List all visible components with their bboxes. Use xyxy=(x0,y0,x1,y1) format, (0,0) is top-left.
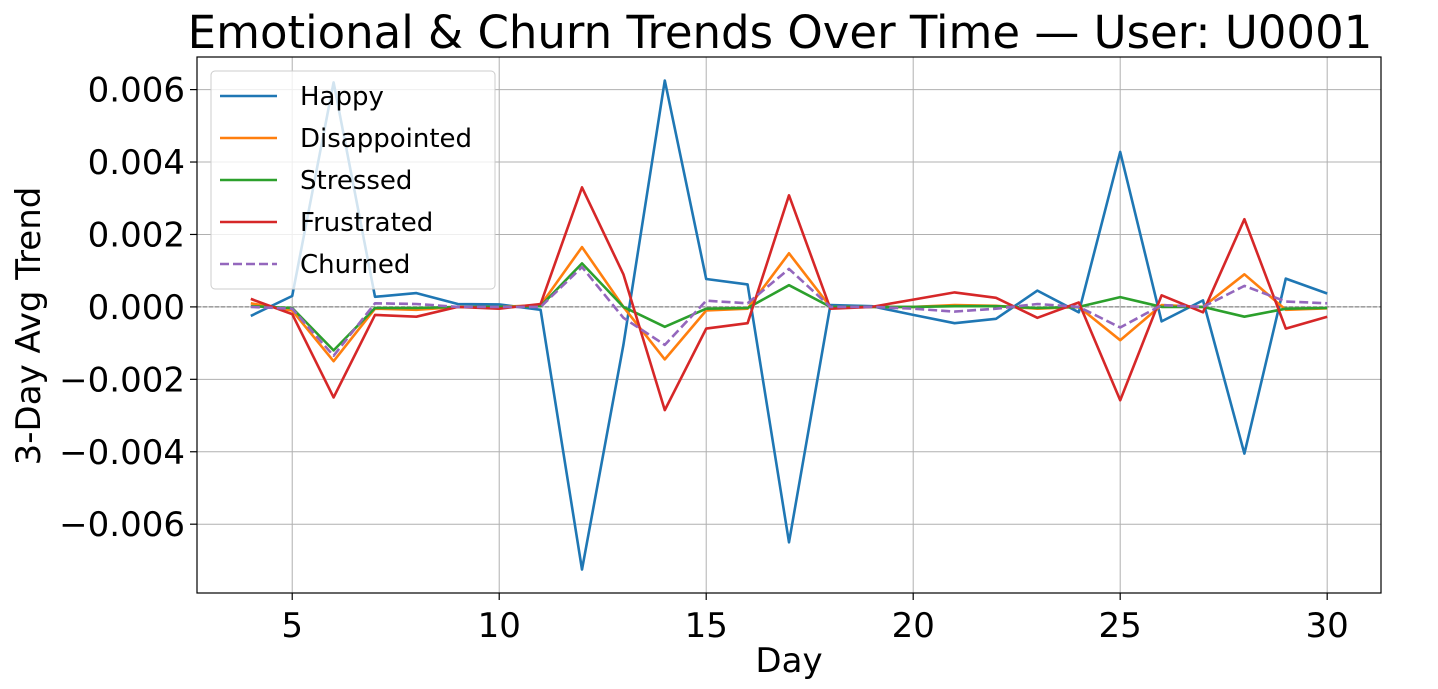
x-tick-label: 25 xyxy=(1099,606,1142,646)
chart-title: Emotional & Churn Trends Over Time — Use… xyxy=(188,6,1373,59)
y-tick-label: 0.000 xyxy=(88,288,185,328)
y-tick-label: 0.006 xyxy=(88,71,185,111)
x-axis-label: Day xyxy=(755,641,822,681)
x-tick-label: 15 xyxy=(685,606,728,646)
y-tick-label: −0.006 xyxy=(59,505,185,545)
legend-label-churned: Churned xyxy=(300,250,410,280)
x-tick-label: 30 xyxy=(1306,606,1349,646)
y-axis-label: 3-Day Avg Trend xyxy=(9,187,49,466)
series-line-happy xyxy=(250,79,1328,571)
series-lines xyxy=(250,79,1328,571)
y-axis-ticks: −0.006 −0.004 −0.002 0.000 0.002 0.004 0.006 xyxy=(59,71,197,545)
y-tick-label: 0.004 xyxy=(88,143,185,183)
x-tick-label: 5 xyxy=(281,606,303,646)
legend-label-happy: Happy xyxy=(300,82,384,112)
legend-label-disappointed: Disappointed xyxy=(300,124,472,154)
legend-label-stressed: Stressed xyxy=(300,166,412,196)
series-line-churned xyxy=(250,265,1328,358)
x-tick-label: 10 xyxy=(478,606,521,646)
legend-label-frustrated: Frustrated xyxy=(300,208,433,238)
x-tick-label: 20 xyxy=(892,606,935,646)
y-tick-label: 0.002 xyxy=(88,215,185,255)
legend: Happy Disappointed Stressed Frustrated Churn… xyxy=(210,70,496,290)
x-axis-ticks: 5 10 15 20 25 30 xyxy=(281,593,1349,646)
y-tick-label: −0.002 xyxy=(59,360,185,400)
y-tick-label: −0.004 xyxy=(59,433,185,473)
plot-area-frame xyxy=(196,56,1382,594)
legend-box xyxy=(210,70,496,290)
series-line-frustrated xyxy=(250,186,1328,412)
series-line-stressed xyxy=(250,262,1328,352)
